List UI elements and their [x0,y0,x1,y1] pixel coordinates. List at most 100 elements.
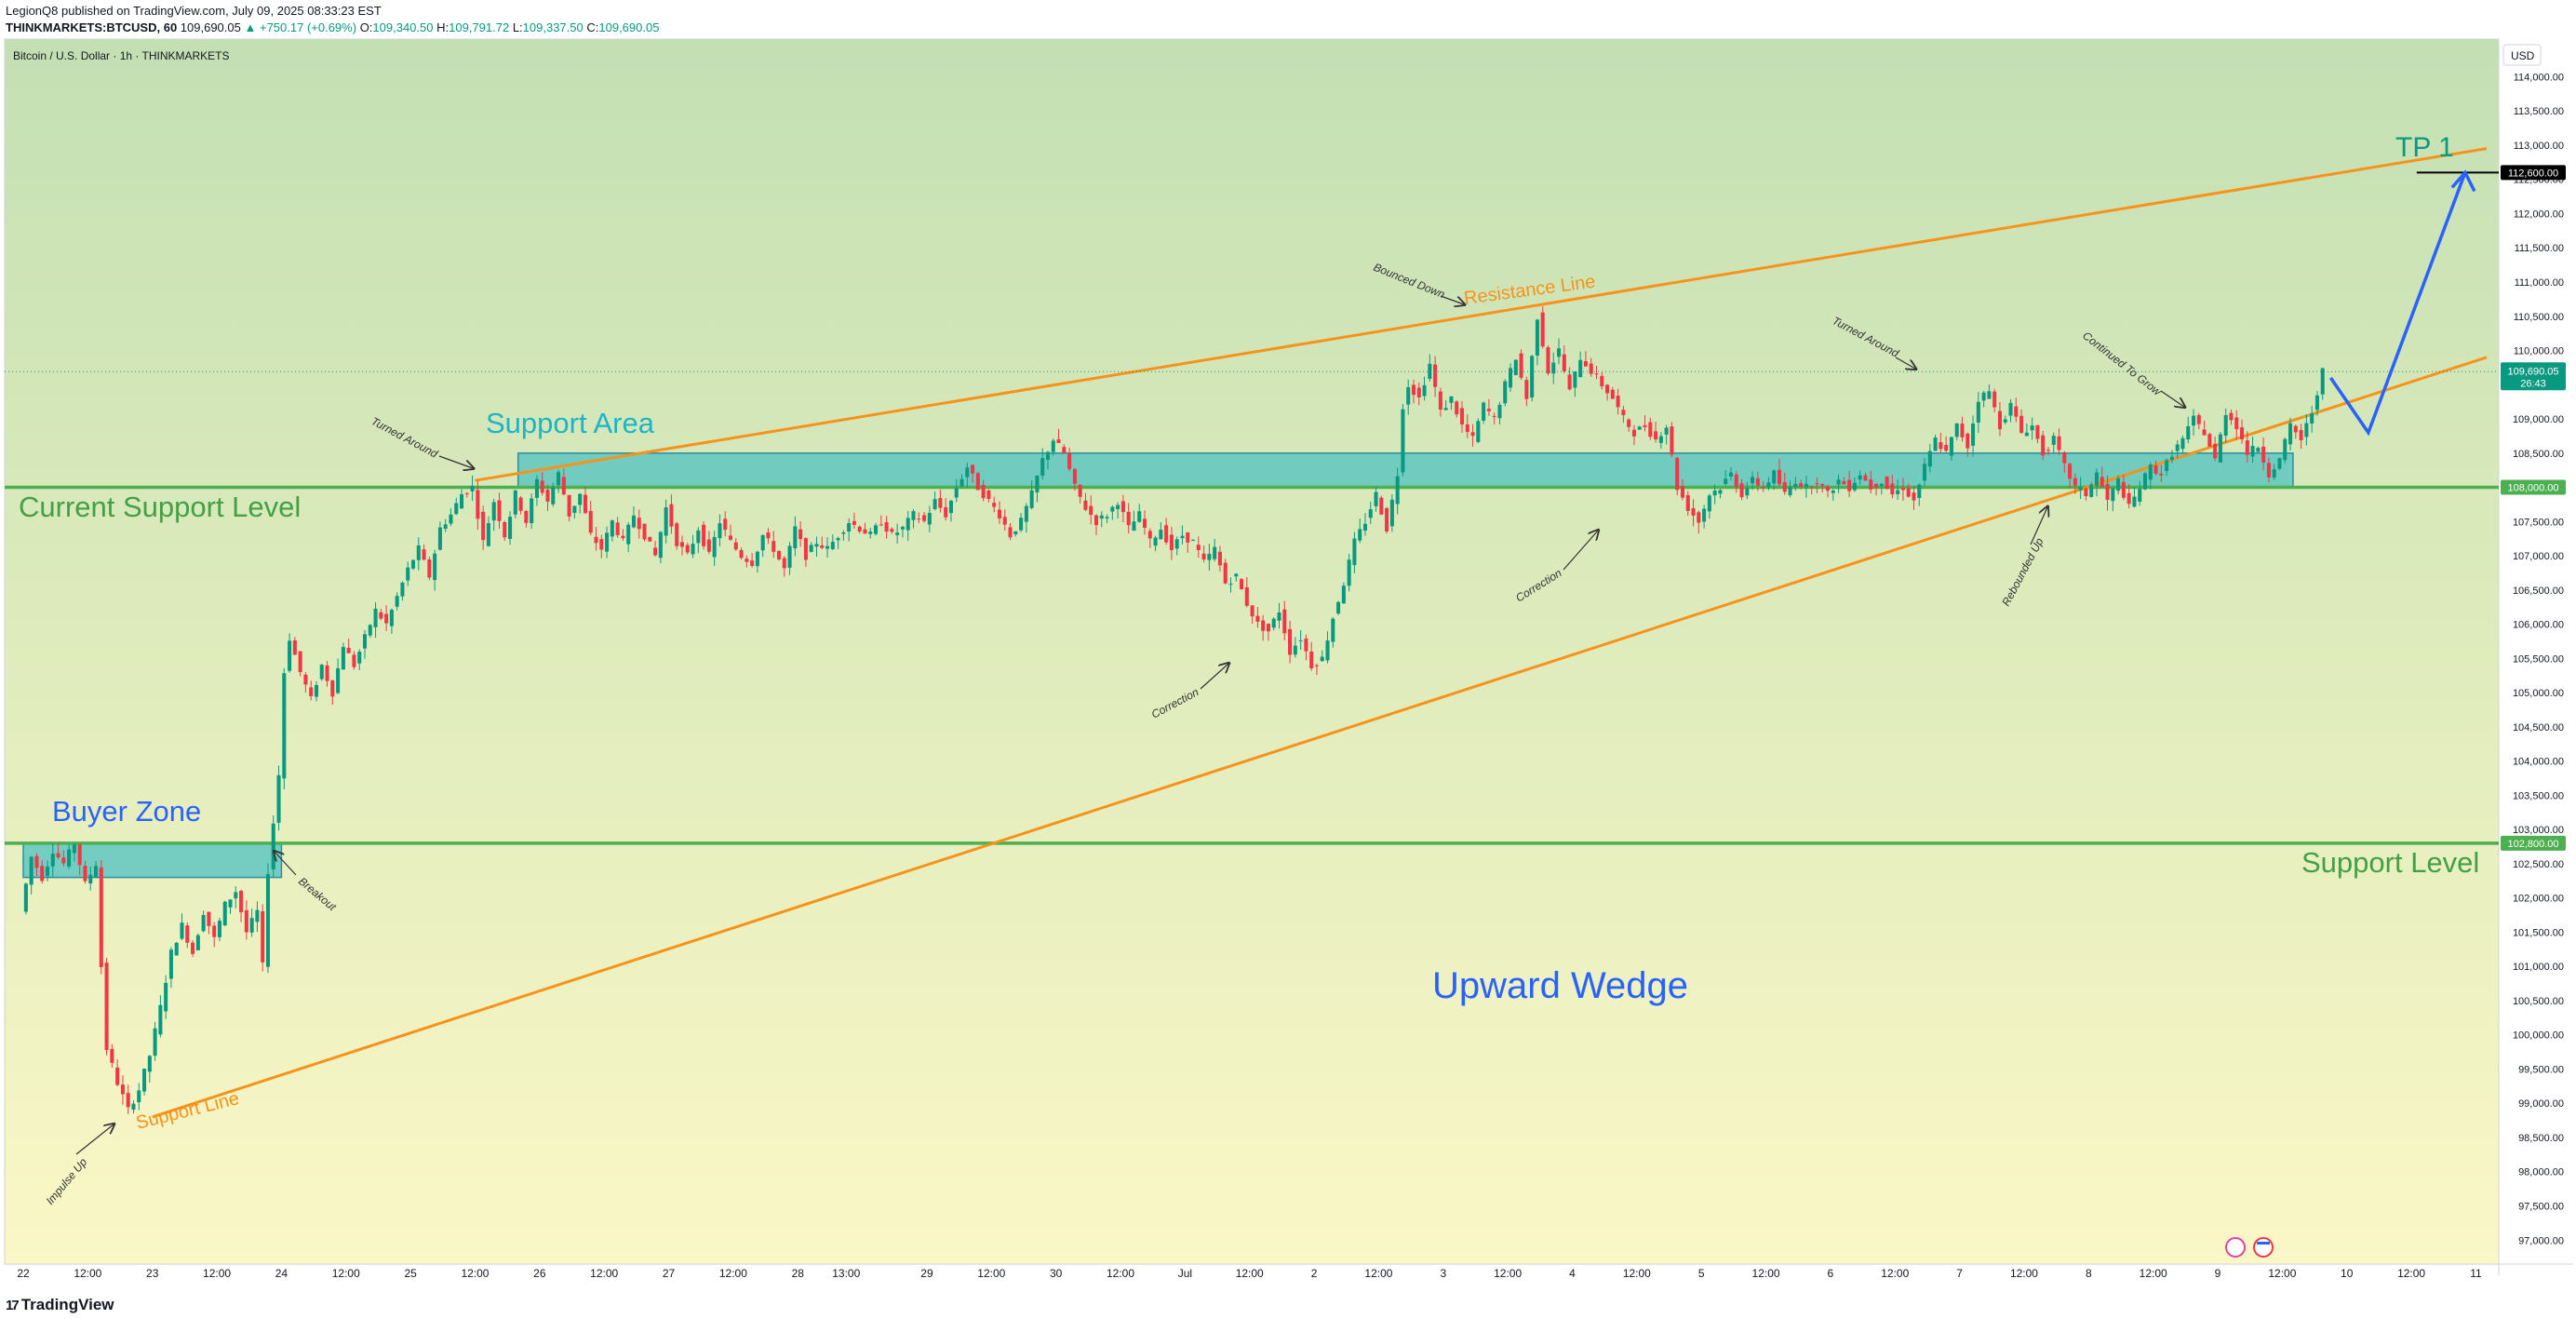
candle-body [1266,624,1270,632]
candle-body [1147,531,1152,539]
time-tick-label: 6 [1828,1267,1834,1280]
replay-icon[interactable] [2225,1237,2246,1258]
candle-body [1029,490,1034,508]
candle-body [56,853,60,858]
candle-body [696,530,701,544]
candle-body [723,518,728,531]
tp1-level-badge-label: 112,600.00 [2508,168,2558,179]
price-tick-label: 114,000.00 [2514,72,2564,83]
candle-body [1981,392,1986,401]
candle-body [40,866,45,882]
price-tick-label: 110,000.00 [2514,346,2564,357]
candle-body [2100,477,2104,488]
candle-body [2299,429,2303,440]
candle-body [212,925,217,937]
candle-body [1250,605,1254,617]
candle-body [927,513,932,525]
candle-body [1680,486,1684,498]
candle-body [1890,483,1895,495]
time-tick-label: 12:00 [719,1267,747,1280]
candle-body [782,558,786,569]
candle-body [288,640,292,671]
candle-body [1008,527,1013,538]
candle-body [153,1028,157,1057]
resistance-line [475,147,2488,482]
candle-body [1820,484,1825,486]
symbol-label[interactable]: THINKMARKETS:BTCUSD, 60 [6,20,178,34]
candle-body [1137,511,1142,522]
candle-body [1385,507,1389,532]
current-price-badge [2501,362,2566,391]
candle-body [718,523,722,539]
low-value: 109,337.50 [522,20,584,34]
candle-body [631,515,636,528]
candle-body [2283,438,2288,461]
candle-body [986,490,991,499]
candle-body [2175,444,2180,451]
candle-body [1637,426,1642,430]
candle-body [346,647,351,653]
candle-body [706,539,711,552]
candle-body [1755,478,1760,486]
candle-body [437,527,442,550]
candle-body [1761,487,1765,489]
candle-body [400,582,405,597]
candle-body [1831,491,1835,493]
candle-body [1056,438,1061,443]
time-tick-label: 25 [404,1267,417,1280]
candle-body [2191,415,2196,426]
candle-body [217,921,221,937]
candle-body [1799,483,1804,487]
candle-body [2094,472,2100,487]
candle-body [2266,463,2271,478]
candle-body [513,490,517,515]
candle-body [1067,452,1072,469]
candle-body [1702,508,1707,522]
candle-body [739,549,744,559]
candle-body [2153,465,2158,474]
tradingview-brand[interactable]: 17 TradingView [6,1296,114,1314]
ohlc-line: THINKMARKETS:BTCUSD, 60 109,690.05 ▲ +75… [6,20,659,34]
candle-body [1519,353,1523,378]
us-flag-icon[interactable] [2253,1237,2274,1258]
candle-body [362,634,368,649]
projection-arrowhead [2450,169,2476,193]
candle-body [1309,651,1314,668]
candle-body [1019,518,1024,531]
candle-body [2245,440,2249,455]
candle-body [120,1084,125,1095]
candle-body [1739,483,1744,498]
candle-body [50,854,55,867]
candle-body [1513,359,1518,375]
candle-body [422,549,426,560]
candle-body [868,532,873,534]
price-axis-panel[interactable] [2499,39,2573,1264]
price-tick-label: 101,000.00 [2513,962,2564,973]
candle-body [1213,546,1217,559]
candle-body [621,535,625,539]
candle-body [1320,656,1324,662]
candle-body [1578,359,1583,378]
candle-body [1374,491,1378,506]
candle-body [1825,486,1831,491]
candle-body [551,487,556,505]
candle-body [1509,368,1513,388]
candle-body [1013,531,1018,534]
candle-body [2105,483,2110,500]
candle-body [497,500,502,521]
candle-body [503,521,507,538]
candle-body [1277,612,1281,621]
candle-body [1954,423,1959,437]
close-label: C: [586,20,599,34]
time-tick-label: 13:00 [832,1267,860,1280]
time-tick-label: 12:00 [203,1267,231,1280]
candle-body [766,532,771,539]
candle-body [1885,477,1889,490]
candle-body [2277,458,2282,469]
candle-body [265,874,270,967]
candle-body [702,524,706,546]
currency-badge[interactable] [2502,44,2542,66]
candle-body [2046,450,2050,451]
time-tick-label: 12:00 [1752,1267,1780,1280]
